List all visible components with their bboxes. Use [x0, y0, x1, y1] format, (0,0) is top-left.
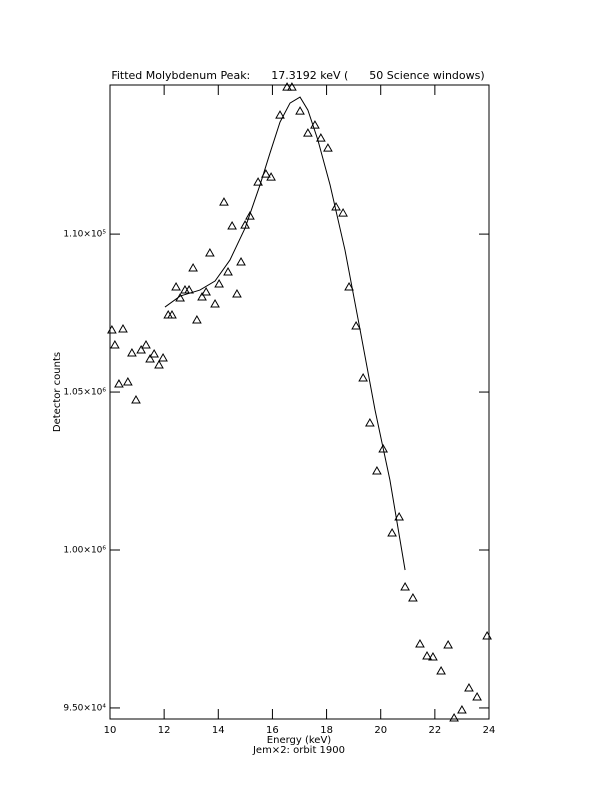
x-tick-label: 12 — [158, 725, 171, 736]
data-point — [205, 248, 215, 257]
y-axis-label: Detector counts — [52, 352, 63, 432]
data-point — [188, 263, 198, 272]
data-point — [236, 257, 246, 266]
data-point — [201, 287, 211, 296]
data-point — [415, 638, 425, 648]
data-point — [197, 292, 207, 301]
data-point — [253, 177, 263, 186]
data-point — [482, 630, 492, 640]
data-point — [232, 289, 242, 298]
data-point — [171, 282, 181, 291]
data-point — [400, 581, 410, 591]
data-point — [316, 133, 326, 142]
data-point — [145, 354, 155, 363]
y-tick-label: 9.50×10⁴ — [63, 703, 106, 713]
data-point — [338, 208, 348, 217]
data-point — [378, 443, 389, 453]
data-point — [154, 360, 164, 369]
y-tick-label: 1.00×10⁶ — [63, 545, 106, 555]
data-point — [180, 285, 190, 294]
data-point — [275, 110, 285, 119]
x-tick-label: 20 — [374, 725, 387, 736]
data-point — [351, 321, 361, 330]
x-axis-label: Energy (keV) — [267, 735, 332, 746]
data-point — [192, 315, 202, 324]
data-point — [149, 349, 159, 358]
chart-title: Fitted Molybdenum Peak: 17.3192 keV ( 50… — [111, 69, 484, 82]
data-point — [219, 197, 229, 206]
data-point — [245, 211, 255, 220]
plot-frame — [109, 84, 490, 720]
x-tick-label: 14 — [212, 725, 225, 736]
data-point — [449, 713, 459, 722]
data-point — [443, 639, 453, 649]
fit-line — [164, 96, 406, 571]
x-tick-label: 22 — [428, 725, 441, 736]
data-point — [408, 592, 418, 602]
data-point — [141, 340, 151, 349]
data-point — [394, 512, 404, 521]
data-point — [110, 340, 120, 349]
data-point — [372, 466, 382, 475]
x-tick-label: 10 — [104, 725, 117, 736]
data-point — [472, 691, 482, 701]
data-point — [295, 106, 305, 115]
data-point — [428, 651, 438, 661]
x-tick-label: 18 — [320, 725, 333, 736]
data-point — [365, 417, 375, 427]
y-tick-label: 1.10×10⁵ — [63, 230, 106, 240]
data-point — [131, 395, 141, 404]
y-tick-label: 1.05×10⁶ — [63, 388, 106, 398]
data-point — [227, 221, 237, 230]
data-point — [114, 379, 124, 388]
data-point — [223, 267, 233, 276]
data-point — [107, 325, 117, 334]
data-point — [287, 82, 297, 91]
data-point — [422, 650, 432, 660]
data-point — [210, 299, 220, 308]
data-point — [214, 279, 224, 288]
data-point — [136, 345, 146, 354]
data-point — [303, 128, 313, 137]
data-point — [158, 353, 168, 362]
data-point — [387, 527, 397, 537]
x-tick-label: 16 — [266, 725, 279, 736]
data-point — [118, 324, 128, 333]
data-point — [464, 682, 474, 692]
subtitle: Jem×2: orbit 1900 — [252, 745, 345, 756]
data-point — [323, 143, 333, 152]
data-point — [457, 704, 467, 714]
data-point — [436, 665, 446, 675]
data-point — [282, 82, 292, 91]
x-tick-label: 24 — [483, 725, 496, 736]
data-point — [127, 348, 137, 357]
data-point — [123, 377, 133, 386]
data-point — [167, 310, 177, 319]
data-point — [266, 172, 276, 181]
data-point — [344, 282, 354, 291]
data-point — [358, 373, 368, 382]
